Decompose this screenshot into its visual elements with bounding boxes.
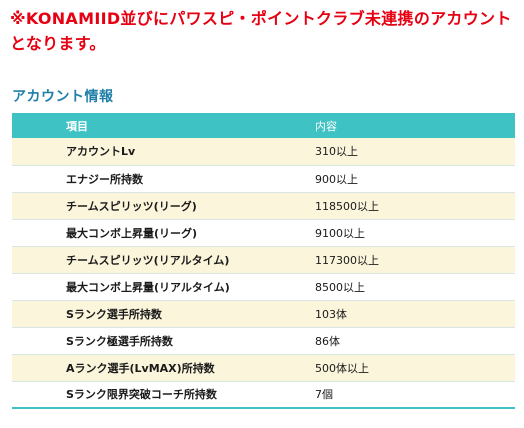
table-row: チームスピリッツ(リアルタイム) 117300以上 — [12, 246, 515, 274]
row-item-label: チームスピリッツ(リーグ) — [12, 192, 315, 220]
row-item-value: 117300以上 — [315, 246, 515, 274]
header-item: 項目 — [12, 113, 315, 138]
table-row: Sランク極選手所持数 86体 — [12, 327, 515, 355]
row-item-label: 最大コンボ上昇量(リーグ) — [12, 219, 315, 247]
table-header-row: 項目 内容 — [12, 113, 515, 138]
row-item-value: 118500以上 — [315, 192, 515, 220]
account-info-table: 項目 内容 アカウントLv 310以上 エナジー所持数 900以上 チームスピリ… — [12, 113, 515, 409]
table-row: Aランク選手(LvMAX)所持数 500体以上 — [12, 354, 515, 382]
row-item-label: Sランク選手所持数 — [12, 300, 315, 328]
row-item-label: Aランク選手(LvMAX)所持数 — [12, 354, 315, 382]
table-row: アカウントLv 310以上 — [12, 138, 515, 166]
row-item-value: 103体 — [315, 300, 515, 328]
table-row: エナジー所持数 900以上 — [12, 165, 515, 193]
header-value: 内容 — [315, 113, 515, 138]
row-item-value: 7個 — [315, 381, 515, 408]
table-row: 最大コンボ上昇量(リアルタイム) 8500以上 — [12, 273, 515, 301]
row-item-value: 8500以上 — [315, 273, 515, 301]
row-item-label: Sランク極選手所持数 — [12, 327, 315, 355]
row-item-label: エナジー所持数 — [12, 165, 315, 193]
section-title: アカウント情報 — [12, 89, 114, 105]
row-item-value: 86体 — [315, 327, 515, 355]
table-row: 最大コンボ上昇量(リーグ) 9100以上 — [12, 219, 515, 247]
row-item-value: 310以上 — [315, 138, 515, 166]
row-item-label: アカウントLv — [12, 138, 315, 166]
table-row: Sランク選手所持数 103体 — [12, 300, 515, 328]
row-item-value: 500体以上 — [315, 354, 515, 382]
row-item-value: 900以上 — [315, 165, 515, 193]
row-item-value: 9100以上 — [315, 219, 515, 247]
row-item-label: チームスピリッツ(リアルタイム) — [12, 246, 315, 274]
unlinked-account-notice: ※KONAMIID並びにパワスピ・ポイントクラブ未連携のアカウントとなります。 — [10, 9, 512, 53]
table-row: Sランク限界突破コーチ所持数 7個 — [12, 381, 515, 408]
table-row: チームスピリッツ(リーグ) 118500以上 — [12, 192, 515, 220]
row-item-label: Sランク限界突破コーチ所持数 — [12, 381, 315, 408]
row-item-label: 最大コンボ上昇量(リアルタイム) — [12, 273, 315, 301]
